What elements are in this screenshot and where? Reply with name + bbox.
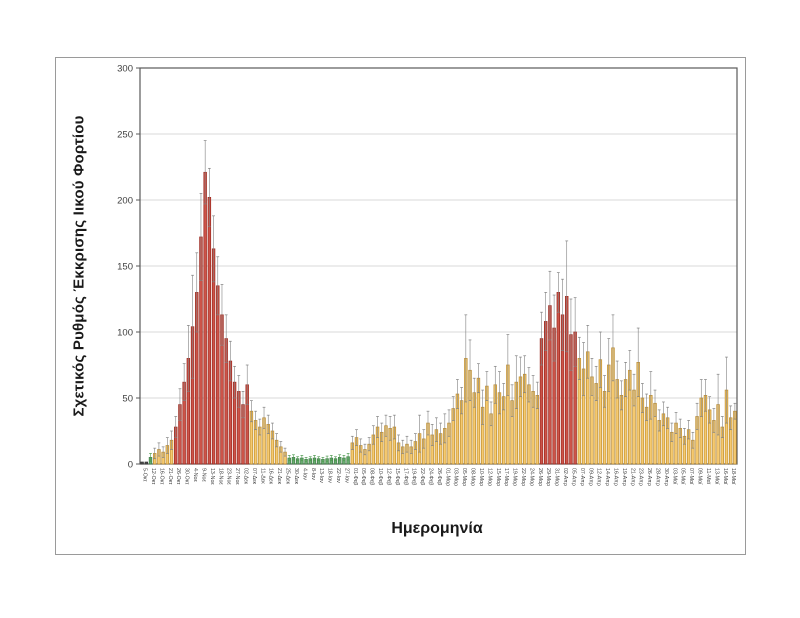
x-tick-label: 12-Φεβ	[385, 468, 391, 485]
x-tick-label: 16-Μαϊ	[722, 468, 728, 485]
x-tick-label: 27-Νοε	[234, 468, 240, 485]
x-tick-label: 26-Φεβ	[436, 468, 442, 485]
x-tick-label: 05-Μαρ	[461, 468, 467, 486]
x-tick-label: 22-Μαρ	[520, 468, 526, 486]
x-tick-label: 22-Ιαν	[335, 468, 341, 483]
x-tick-label: 13-Ιαν	[318, 468, 324, 483]
x-tick-label: 10-Μαρ	[478, 468, 484, 486]
x-tick-label: 12-Οκτ	[150, 468, 156, 485]
x-tick-label: 9-Νοε	[200, 468, 206, 482]
x-tick-label: 11-Μαϊ	[705, 468, 711, 485]
x-tick-label: 07-Μαϊ	[688, 468, 694, 485]
x-tick-label: 13-Μαϊ	[713, 468, 719, 485]
y-axis-title: Σχετικός Ρυθμός Έκκρισης Ιικού Φορτίου	[70, 115, 88, 417]
x-tick-label: 10-Φεβ	[377, 468, 383, 485]
bar	[144, 461, 149, 465]
x-tick-label: 30-Δεκ	[293, 468, 299, 485]
x-tick-label: 16-Δεκ	[268, 468, 274, 485]
x-tick-label: 22-Φεβ	[419, 468, 425, 485]
x-tick-label: 4-Νοε	[192, 468, 198, 482]
x-tick-label: 26-Μαρ	[537, 468, 543, 486]
x-tick-label: 09-Μαϊ	[697, 468, 703, 485]
x-tick-label: 26-Οκτ	[175, 468, 181, 485]
x-tick-label: 25-Δεκ	[285, 468, 291, 485]
x-tick-label: 5-Οκτ	[142, 468, 148, 482]
x-tick-label: 21-Απρ	[629, 468, 635, 486]
x-tick-label: 05-Απρ	[570, 468, 576, 486]
x-tick-label: 01-Μαρ	[444, 468, 450, 486]
x-tick-label: 18-Ιαν	[327, 468, 333, 483]
x-tick-label: 16-Οκτ	[158, 468, 164, 485]
plot-border	[139, 67, 738, 465]
x-tick-label: 12-Απρ	[596, 468, 602, 486]
x-tick-label: 05-Μαϊ	[680, 468, 686, 485]
x-tick-label: 18-Νοε	[217, 468, 223, 485]
x-tick-label: 31-Μαρ	[554, 468, 560, 486]
x-tick-label: 15-Φεβ	[394, 468, 400, 485]
x-tick-label: 18-Μαϊ	[730, 468, 736, 485]
x-tick-label: 26-Απρ	[646, 468, 652, 486]
x-tick-label: 23-Απρ	[638, 468, 644, 486]
y-tick-label: 150	[117, 262, 133, 273]
x-tick-label: 8-Ιαν	[310, 468, 316, 480]
x-tick-label: 17-Φεβ	[402, 468, 408, 485]
x-tick-label: 30-Απρ	[663, 468, 669, 486]
x-tick-label: 13-Νοε	[209, 468, 215, 485]
x-tick-label: 07-Απρ	[579, 468, 585, 486]
x-tick-label: 4-Ιαν	[301, 468, 307, 480]
x-tick-label: 27-Ιαν	[343, 468, 349, 483]
x-axis-title: Ημερομηνία	[391, 520, 483, 537]
x-tick-label: 08-Φεβ	[369, 468, 375, 485]
x-tick-label: 02-Δεκ	[243, 468, 249, 485]
x-tick-label: 07-Δεκ	[251, 468, 257, 485]
x-tick-label: 16-Απρ	[612, 468, 618, 486]
y-tick-label: 100	[117, 328, 133, 339]
y-tick-label: 300	[117, 64, 133, 75]
y-tick-label: 200	[117, 196, 133, 207]
y-tick-label: 50	[122, 394, 133, 405]
x-tick-label: 08-Μαρ	[470, 468, 476, 486]
x-tick-label: 15-Μαρ	[495, 468, 501, 486]
bar	[203, 171, 207, 465]
x-tick-label: 02-Απρ	[562, 468, 568, 486]
x-tick-label: 19-Φεβ	[411, 468, 417, 485]
x-tick-label: 05-Φεβ	[360, 468, 366, 485]
bar	[556, 292, 561, 465]
x-tick-label: 29-Μαρ	[545, 468, 551, 486]
x-tick-label: 12-Μαρ	[486, 468, 492, 486]
x-tick-label: 23-Νοε	[226, 468, 232, 485]
x-tick-label: 24-Φεβ	[427, 468, 433, 485]
x-tick-label: 01-Φεβ	[352, 468, 358, 485]
x-tick-label: 21-Δεκ	[276, 468, 282, 485]
x-tick-label: 17-Μαρ	[503, 468, 509, 486]
x-tick-label: 03-Μαϊ	[671, 468, 677, 485]
x-tick-label: 19-Απρ	[621, 468, 627, 486]
x-tick-label: 11-Δεκ	[259, 468, 265, 484]
chart-frame	[55, 57, 746, 555]
bar	[140, 461, 144, 465]
x-tick-label: 21-Οκτ	[167, 468, 173, 485]
y-tick-label: 0	[128, 460, 133, 471]
bar	[207, 197, 212, 465]
x-tick-label: 09-Απρ	[587, 468, 593, 486]
y-tick-label: 250	[117, 130, 133, 141]
x-tick-label: 03-Μαρ	[453, 468, 459, 486]
x-tick-label: 30-Οκτ	[184, 468, 190, 485]
x-tick-label: 14-Απρ	[604, 468, 610, 486]
x-tick-label: 28-Απρ	[655, 468, 661, 486]
x-tick-label: 19-Μαρ	[512, 468, 518, 486]
x-tick-label: 24-Μαρ	[528, 468, 534, 486]
